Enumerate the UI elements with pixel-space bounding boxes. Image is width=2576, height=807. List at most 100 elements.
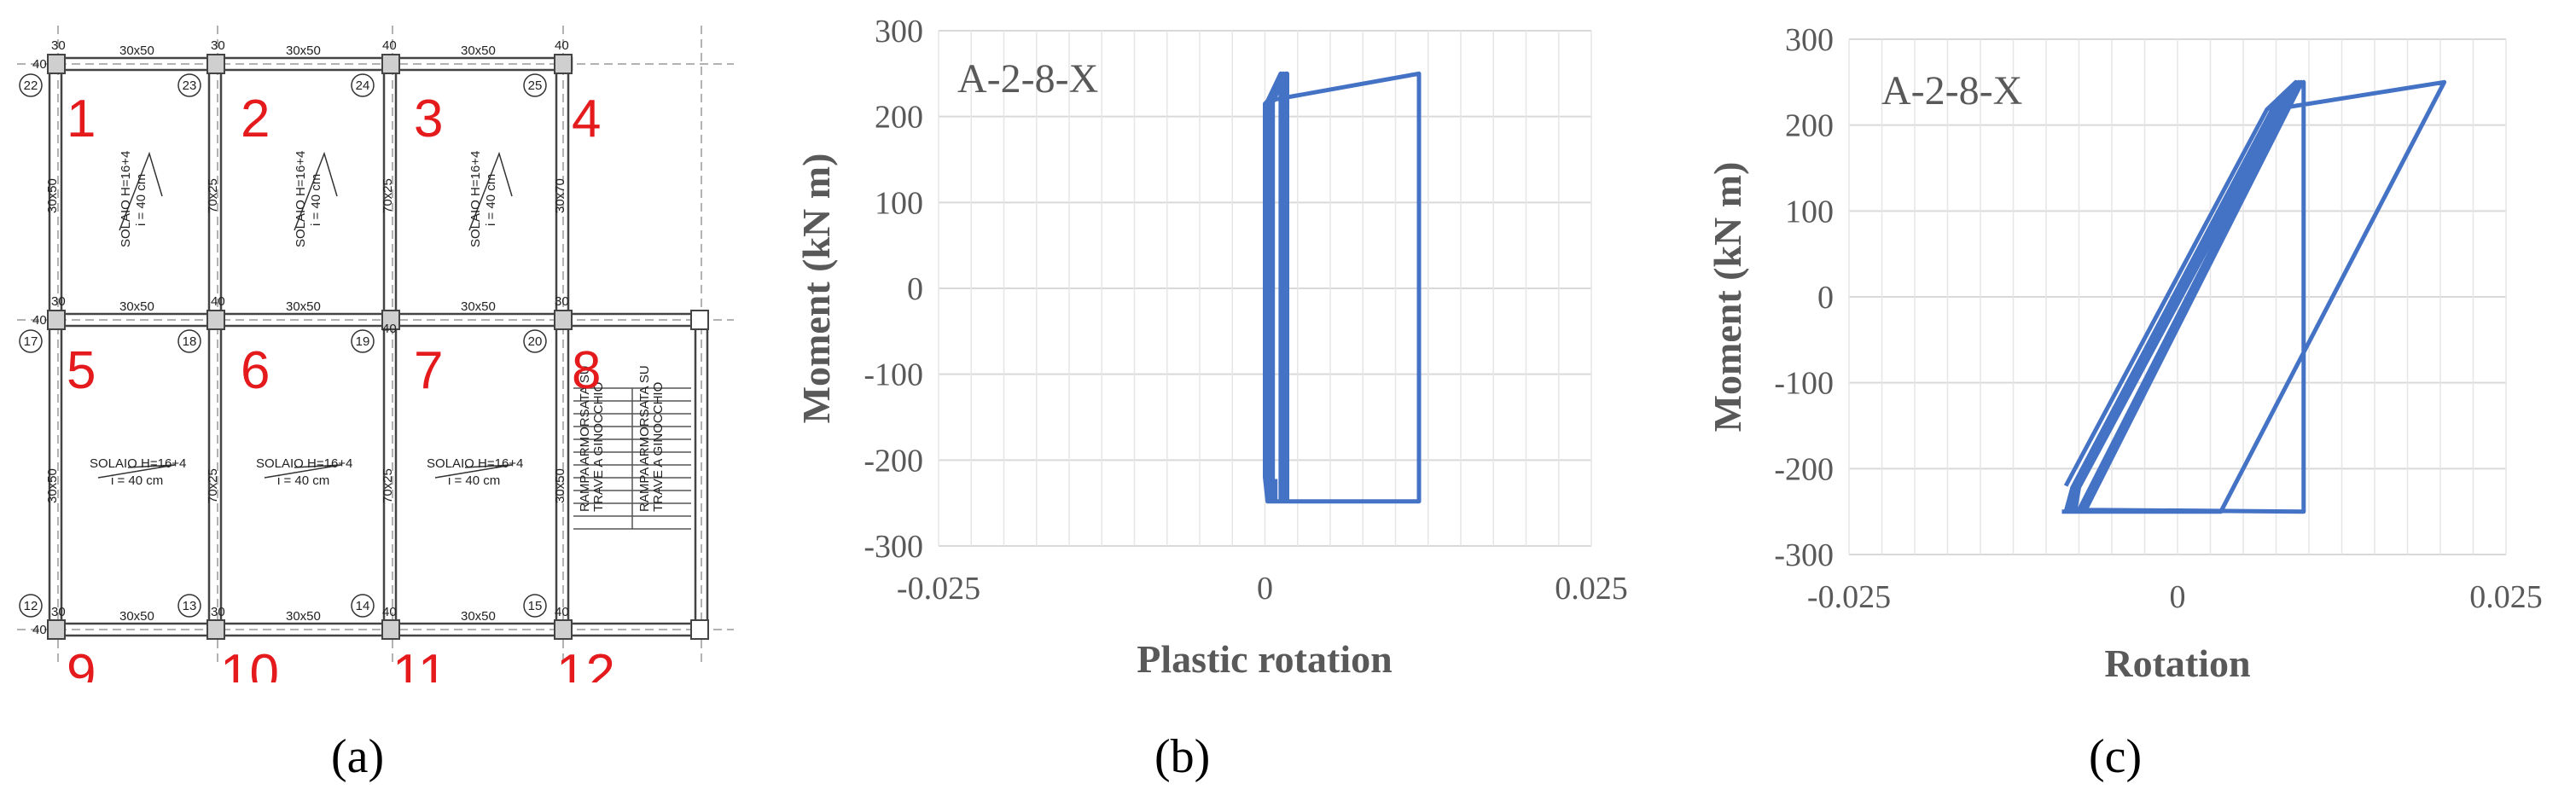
beam-label: 30x50 [286, 299, 321, 314]
panel-number: 7 [414, 341, 443, 400]
beam-label: 30x50 [119, 299, 154, 314]
x-tick-label: -0.025 [1807, 579, 1891, 615]
chart-series [1263, 71, 1422, 504]
x-tick-label: 0.025 [2469, 579, 2543, 615]
panel-number: 4 [572, 90, 601, 148]
column-label: 40 [382, 38, 397, 53]
y-tick-label: 0 [907, 271, 923, 307]
slab-symbols [97, 151, 513, 479]
y-tick-label: -300 [1774, 537, 1834, 573]
chart-grid [1848, 38, 2507, 555]
y-tick-label: -200 [1774, 451, 1834, 487]
slab-text-3: SOLAIO H=16+4 [468, 151, 483, 247]
y-tick-label: 100 [875, 185, 923, 221]
node-18: 18 [183, 334, 197, 349]
vbeam-label: 30x50 [553, 468, 567, 503]
caption-b: (b) [1154, 730, 1211, 783]
node-15: 15 [528, 599, 543, 613]
column-label: 30 [51, 38, 66, 53]
slab-text-7: SOLAIO H=16+4 [427, 456, 523, 471]
chart-annotation: A-2-8-X [957, 56, 1098, 102]
y-tick-label: 0 [1817, 280, 1834, 316]
node-circles [19, 73, 547, 618]
beam-label: 30x50 [461, 44, 496, 58]
column-label: 40 [382, 322, 397, 336]
chart-plastic-rotation: 300 200 100 0 -100 -200 -300 -0.025 0 0.025 A-2-… [794, 14, 1628, 681]
plan-columns [47, 54, 709, 640]
slab-text-3b: i = 40 cm [484, 174, 498, 226]
stair-text-1b: TRAVE A GINOCCHIO [591, 382, 606, 512]
column-label: 30 [211, 38, 225, 53]
stair-flights [573, 387, 691, 530]
y-tick-label: -200 [864, 443, 923, 479]
vbeam-label: 70x25 [381, 178, 395, 213]
slab-text-6b: i = 40 cm [277, 473, 329, 488]
vbeam-label: 70x25 [381, 468, 395, 503]
column-label: 40 [211, 294, 225, 309]
node-22: 22 [24, 78, 38, 93]
panel-number: 12 [556, 644, 615, 682]
x-tick-label: 0 [2170, 579, 2186, 615]
node-25: 25 [528, 78, 543, 93]
node-14: 14 [356, 599, 370, 613]
vbeam-label: 30x50 [45, 178, 60, 213]
panel-number: 1 [67, 90, 96, 148]
node-20: 20 [528, 334, 543, 349]
node-17: 17 [24, 334, 38, 349]
hysteresis-curve [2061, 79, 2447, 514]
column-label: 40 [32, 623, 47, 637]
stair-text-2b: TRAVE A GINOCCHIO [651, 382, 666, 512]
plan-beams [48, 56, 709, 637]
node-13: 13 [183, 599, 197, 613]
y-tick-label: -300 [864, 529, 923, 565]
y-tick-label: 100 [1785, 194, 1834, 229]
floor-plan: SOLAIO H=16+4 i = 40 cm SOLAIO H=16+4 i … [17, 26, 734, 682]
vbeam-label: 70x25 [206, 468, 220, 503]
stair-text-1: RAMPA ARMORSATA SU [578, 365, 592, 512]
beam-label: 30x50 [461, 609, 496, 624]
slab-text-5b: i = 40 cm [111, 473, 163, 488]
panel-number: 11 [393, 644, 447, 682]
panel-number: 9 [67, 644, 96, 682]
column-label: 40 [382, 605, 397, 619]
y-tick-label: 300 [875, 14, 923, 49]
chart-rotation: 300 200 100 0 -100 -200 -300 -0.025 0 0.025 A-2-… [1706, 22, 2543, 685]
column-label: 30 [51, 605, 66, 619]
y-tick-label: 200 [875, 100, 923, 136]
chart-grid [938, 30, 1592, 547]
slab-text-5: SOLAIO H=16+4 [90, 456, 186, 471]
vbeam-label: 30x50 [45, 468, 60, 503]
column-label: 30 [51, 294, 66, 309]
column-label: 40 [32, 57, 47, 72]
panel-number: 6 [241, 341, 270, 400]
slab-text-7b: i = 40 cm [448, 473, 500, 488]
column-label: 40 [555, 38, 569, 53]
y-tick-labels: 300 200 100 0 -100 -200 -300 [1774, 22, 1834, 573]
beam-label: 30x50 [286, 44, 321, 58]
beam-label: 30x50 [119, 609, 154, 624]
x-axis-title: Rotation [2104, 642, 2250, 685]
caption-c: (c) [2089, 730, 2143, 783]
beam-label: 30x50 [119, 44, 154, 58]
column-label: 40 [555, 605, 569, 619]
node-labels: 22 23 24 25 17 18 19 20 12 13 14 15 [24, 78, 543, 613]
chart-annotation: A-2-8-X [1881, 68, 2022, 113]
panel-number: 8 [572, 341, 601, 400]
panel-number: 10 [220, 644, 279, 682]
slab-text-2b: i = 40 cm [309, 174, 323, 226]
vbeam-label: 30x70 [553, 178, 567, 213]
y-tick-label: -100 [864, 357, 923, 393]
node-23: 23 [183, 78, 197, 93]
hysteresis-curve [1263, 71, 1422, 504]
node-19: 19 [356, 334, 370, 349]
slab-text-6: SOLAIO H=16+4 [256, 456, 352, 471]
plan-gridlines [17, 26, 734, 665]
x-tick-labels: -0.025 0 0.025 [897, 571, 1628, 607]
x-tick-labels: -0.025 0 0.025 [1807, 579, 2543, 615]
x-tick-label: 0 [1257, 571, 1273, 607]
slab-text-1: SOLAIO H=16+4 [119, 151, 133, 247]
y-axis-title: Moment (kN m) [794, 154, 838, 424]
node-24: 24 [356, 78, 370, 93]
y-axis-title: Moment (kN m) [1706, 162, 1749, 433]
chart-series [2061, 79, 2447, 514]
